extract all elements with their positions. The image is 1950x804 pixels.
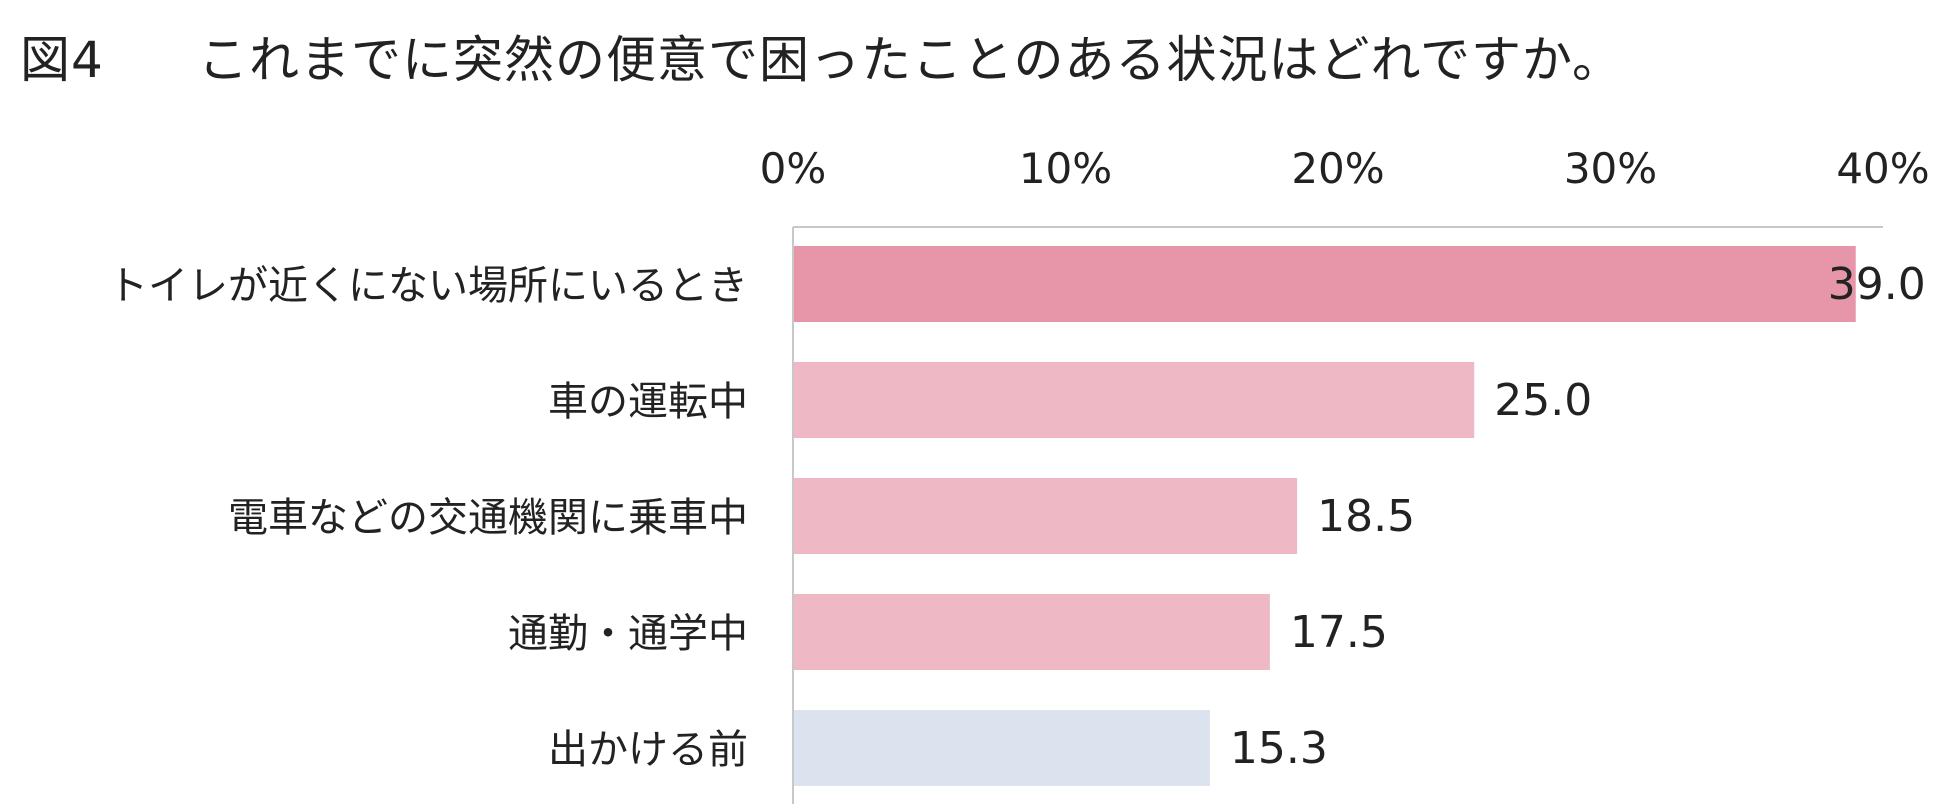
category-label: 通勤・通学中	[508, 611, 748, 657]
category-label: 電車などの交通機関に乗車中	[228, 495, 748, 541]
category-label: トイレが近くにない場所にいるとき	[108, 263, 748, 309]
bar	[794, 246, 1856, 322]
bar	[794, 594, 1270, 670]
x-tick-label: 20%	[1291, 144, 1384, 193]
value-label: 25.0	[1494, 375, 1592, 426]
bar	[794, 710, 1210, 786]
question-text: これまでに突然の便意で困ったことのある状況はどれですか。	[198, 31, 1623, 89]
value-label: 15.3	[1230, 723, 1328, 774]
x-tick-label: 0%	[760, 144, 827, 193]
category-labels: トイレが近くにない場所にいるとき車の運転中電車などの交通機関に乗車中通勤・通学中…	[108, 263, 748, 773]
category-label: 出かける前	[548, 727, 748, 773]
bar	[794, 478, 1298, 554]
figure-number: 図4	[20, 31, 104, 89]
x-tick-label: 40%	[1836, 144, 1929, 193]
category-label: 車の運転中	[548, 379, 748, 425]
x-tick-label: 30%	[1564, 144, 1657, 193]
bar	[794, 362, 1475, 438]
chart-title: 図4 これまでに突然の便意で困ったことのある状況はどれですか。	[20, 28, 1623, 92]
value-label: 18.5	[1317, 491, 1415, 542]
x-axis: 0% 10% 20% 30% 40%	[760, 144, 1930, 804]
value-label: 39.0	[1828, 259, 1926, 310]
x-tick-label: 10%	[1019, 144, 1112, 193]
bar-series: 39.0 25.0 18.5 17.5 15.3	[794, 246, 1926, 786]
value-label: 17.5	[1290, 607, 1388, 658]
